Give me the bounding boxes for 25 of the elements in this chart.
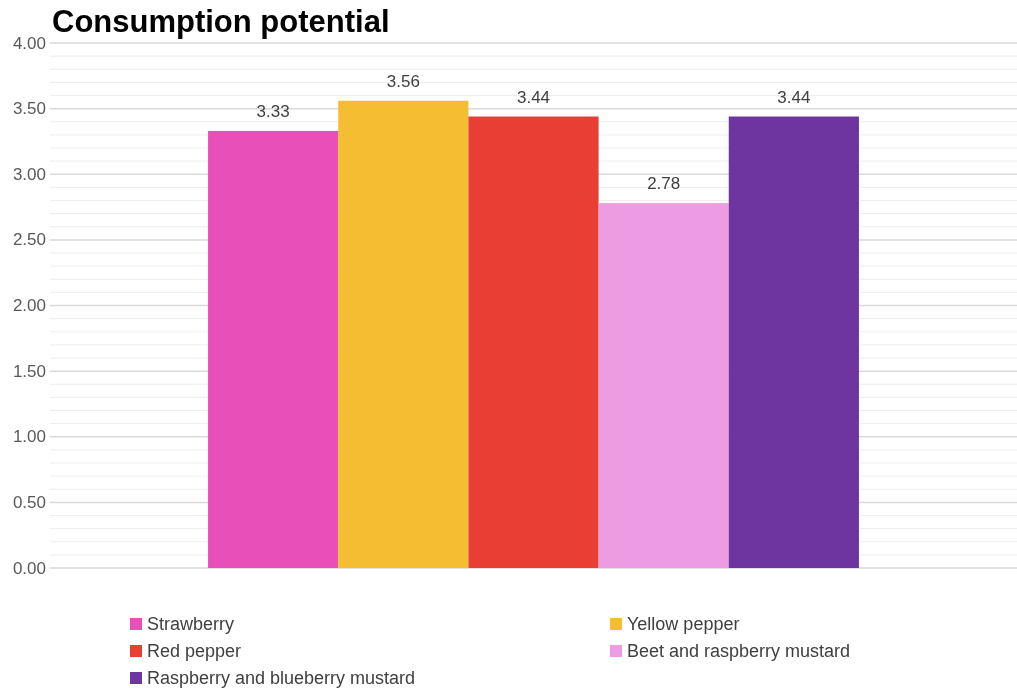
legend-label: Red pepper [147,641,242,661]
y-tick-label: 4.00 [12,33,46,53]
legend-label: Beet and raspberry mustard [627,641,851,661]
y-tick-label: 3.00 [12,164,46,184]
y-tick-label: 2.50 [12,230,46,250]
y-tick-label: 0.50 [12,492,46,512]
bar [598,203,729,568]
y-tick-label: 1.50 [12,361,46,381]
bar [728,116,859,568]
y-tick-label: 0.00 [12,558,46,578]
legend-label: Raspberry and blueberry mustard [147,668,416,688]
bar [208,130,339,568]
y-tick-label: 3.50 [12,99,46,119]
y-tick-label: 1.00 [12,427,46,447]
data-label: 2.78 [647,174,681,194]
data-label: 3.56 [386,71,420,91]
chart-title: Consumption potential [52,4,390,39]
y-tick-label: 2.00 [12,296,46,315]
data-label: 3.44 [516,87,551,107]
data-label: 3.33 [256,101,290,121]
bar [338,100,469,568]
bar [468,116,599,568]
legend-label: Strawberry [147,614,235,634]
legend-label: Yellow pepper [627,614,740,634]
data-label: 3.44 [777,87,811,107]
